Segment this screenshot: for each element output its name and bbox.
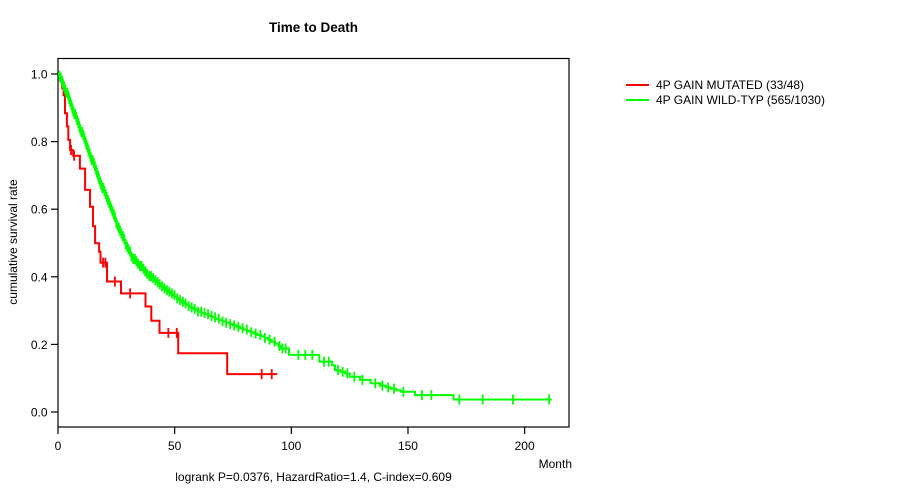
plot-title: Time to Death: [268, 20, 358, 35]
plot-box: [57, 57, 570, 428]
x-tick-label: 200: [515, 439, 535, 453]
legend-label-mutated: 4P GAIN MUTATED (33/48): [656, 77, 805, 92]
legend-label-wildtype: 4P GAIN WILD-TYP (565/1030): [656, 92, 825, 107]
legend-item-wildtype: 4P GAIN WILD-TYP (565/1030): [626, 92, 825, 107]
legend-item-mutated: 4P GAIN MUTATED (33/48): [626, 77, 825, 92]
legend-line-mutated-swatch: [626, 83, 649, 86]
y-tick-label: 0.4: [31, 270, 48, 284]
y-tick-label: 1.0: [31, 68, 48, 82]
survival-curve-0: [58, 73, 278, 376]
legend-line-wildtype-swatch: [626, 98, 649, 101]
x-tick-label: 0: [55, 439, 62, 453]
y-tick-label: 0.8: [31, 135, 48, 149]
stats-footnote: logrank P=0.0376, HazardRatio=1.4, C-ind…: [175, 470, 452, 484]
x-axis-label: Month: [538, 457, 572, 471]
y-tick-label: 0.2: [31, 338, 48, 352]
y-tick-label: 0.6: [31, 203, 48, 217]
legend: 4P GAIN MUTATED (33/48) 4P GAIN WILD-TYP…: [626, 77, 825, 107]
y-axis-label: cumulative survival rate: [6, 179, 20, 305]
x-tick-label: 50: [168, 439, 182, 453]
x-tick-label: 100: [281, 439, 301, 453]
x-tick-label: 150: [398, 439, 418, 453]
y-tick-label: 0.0: [31, 406, 48, 420]
